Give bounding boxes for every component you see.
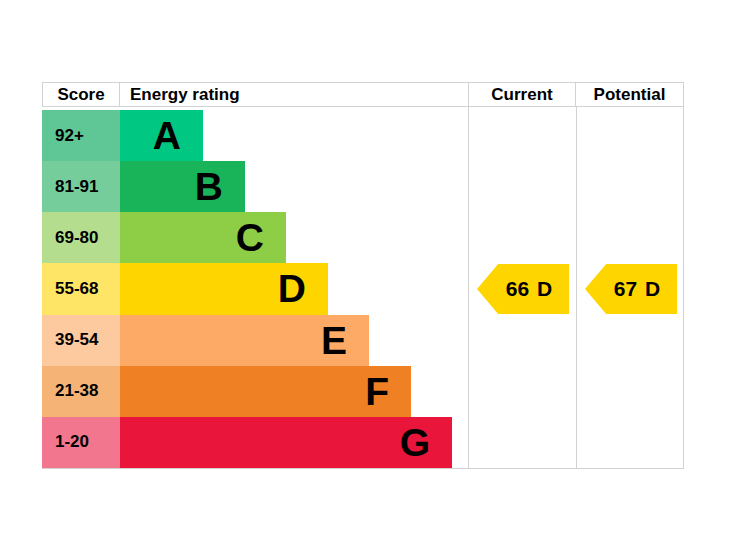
header-row: Score Energy rating Current Potential	[42, 82, 684, 107]
epc-table: Score Energy rating Current Potential 92…	[42, 82, 684, 469]
band-row-a: 92+ A	[42, 110, 468, 161]
band-letter: A	[153, 116, 181, 155]
band-row-c: 69-80 C	[42, 212, 468, 263]
band-row-b: 81-91 B	[42, 161, 468, 212]
score-cell: 39-54	[42, 315, 120, 366]
potential-column: 67 D	[576, 107, 684, 468]
header-score: Score	[43, 83, 120, 106]
band-row-d: 55-68 D	[42, 263, 468, 314]
current-arrow: 66 D	[477, 264, 569, 314]
band-bar: D	[120, 263, 328, 314]
potential-arrow: 67 D	[585, 264, 677, 314]
score-cell: 55-68	[42, 263, 120, 314]
chart-body: 92+ A 81-91 B 69-80 C 55-68 D 39-54 E	[42, 107, 684, 469]
band-bar: C	[120, 212, 286, 263]
current-band: D	[537, 277, 552, 301]
bands: 92+ A 81-91 B 69-80 C 55-68 D 39-54 E	[42, 107, 468, 468]
band-letter: D	[278, 269, 306, 308]
score-cell: 69-80	[42, 212, 120, 263]
band-letter: C	[236, 218, 264, 257]
band-letter: E	[321, 321, 347, 360]
band-bar: B	[120, 161, 245, 212]
band-bar: G	[120, 417, 452, 468]
score-cell: 1-20	[42, 417, 120, 468]
current-score: 66	[506, 277, 529, 301]
band-letter: F	[365, 372, 389, 411]
current-column: 66 D	[468, 107, 576, 468]
potential-band: D	[645, 277, 660, 301]
band-row-f: 21-38 F	[42, 366, 468, 417]
header-energy-rating: Energy rating	[120, 83, 468, 106]
band-row-g: 1-20 G	[42, 417, 468, 468]
band-letter: G	[400, 423, 430, 462]
band-bar: F	[120, 366, 411, 417]
band-row-e: 39-54 E	[42, 315, 468, 366]
score-cell: 81-91	[42, 161, 120, 212]
header-potential: Potential	[575, 83, 683, 106]
header-current: Current	[468, 83, 575, 106]
band-bar: A	[120, 110, 203, 161]
potential-score: 67	[614, 277, 637, 301]
band-letter: B	[195, 167, 223, 206]
score-cell: 21-38	[42, 366, 120, 417]
epc-chart: Score Energy rating Current Potential 92…	[0, 0, 733, 550]
score-cell: 92+	[42, 110, 120, 161]
band-bar: E	[120, 315, 369, 366]
